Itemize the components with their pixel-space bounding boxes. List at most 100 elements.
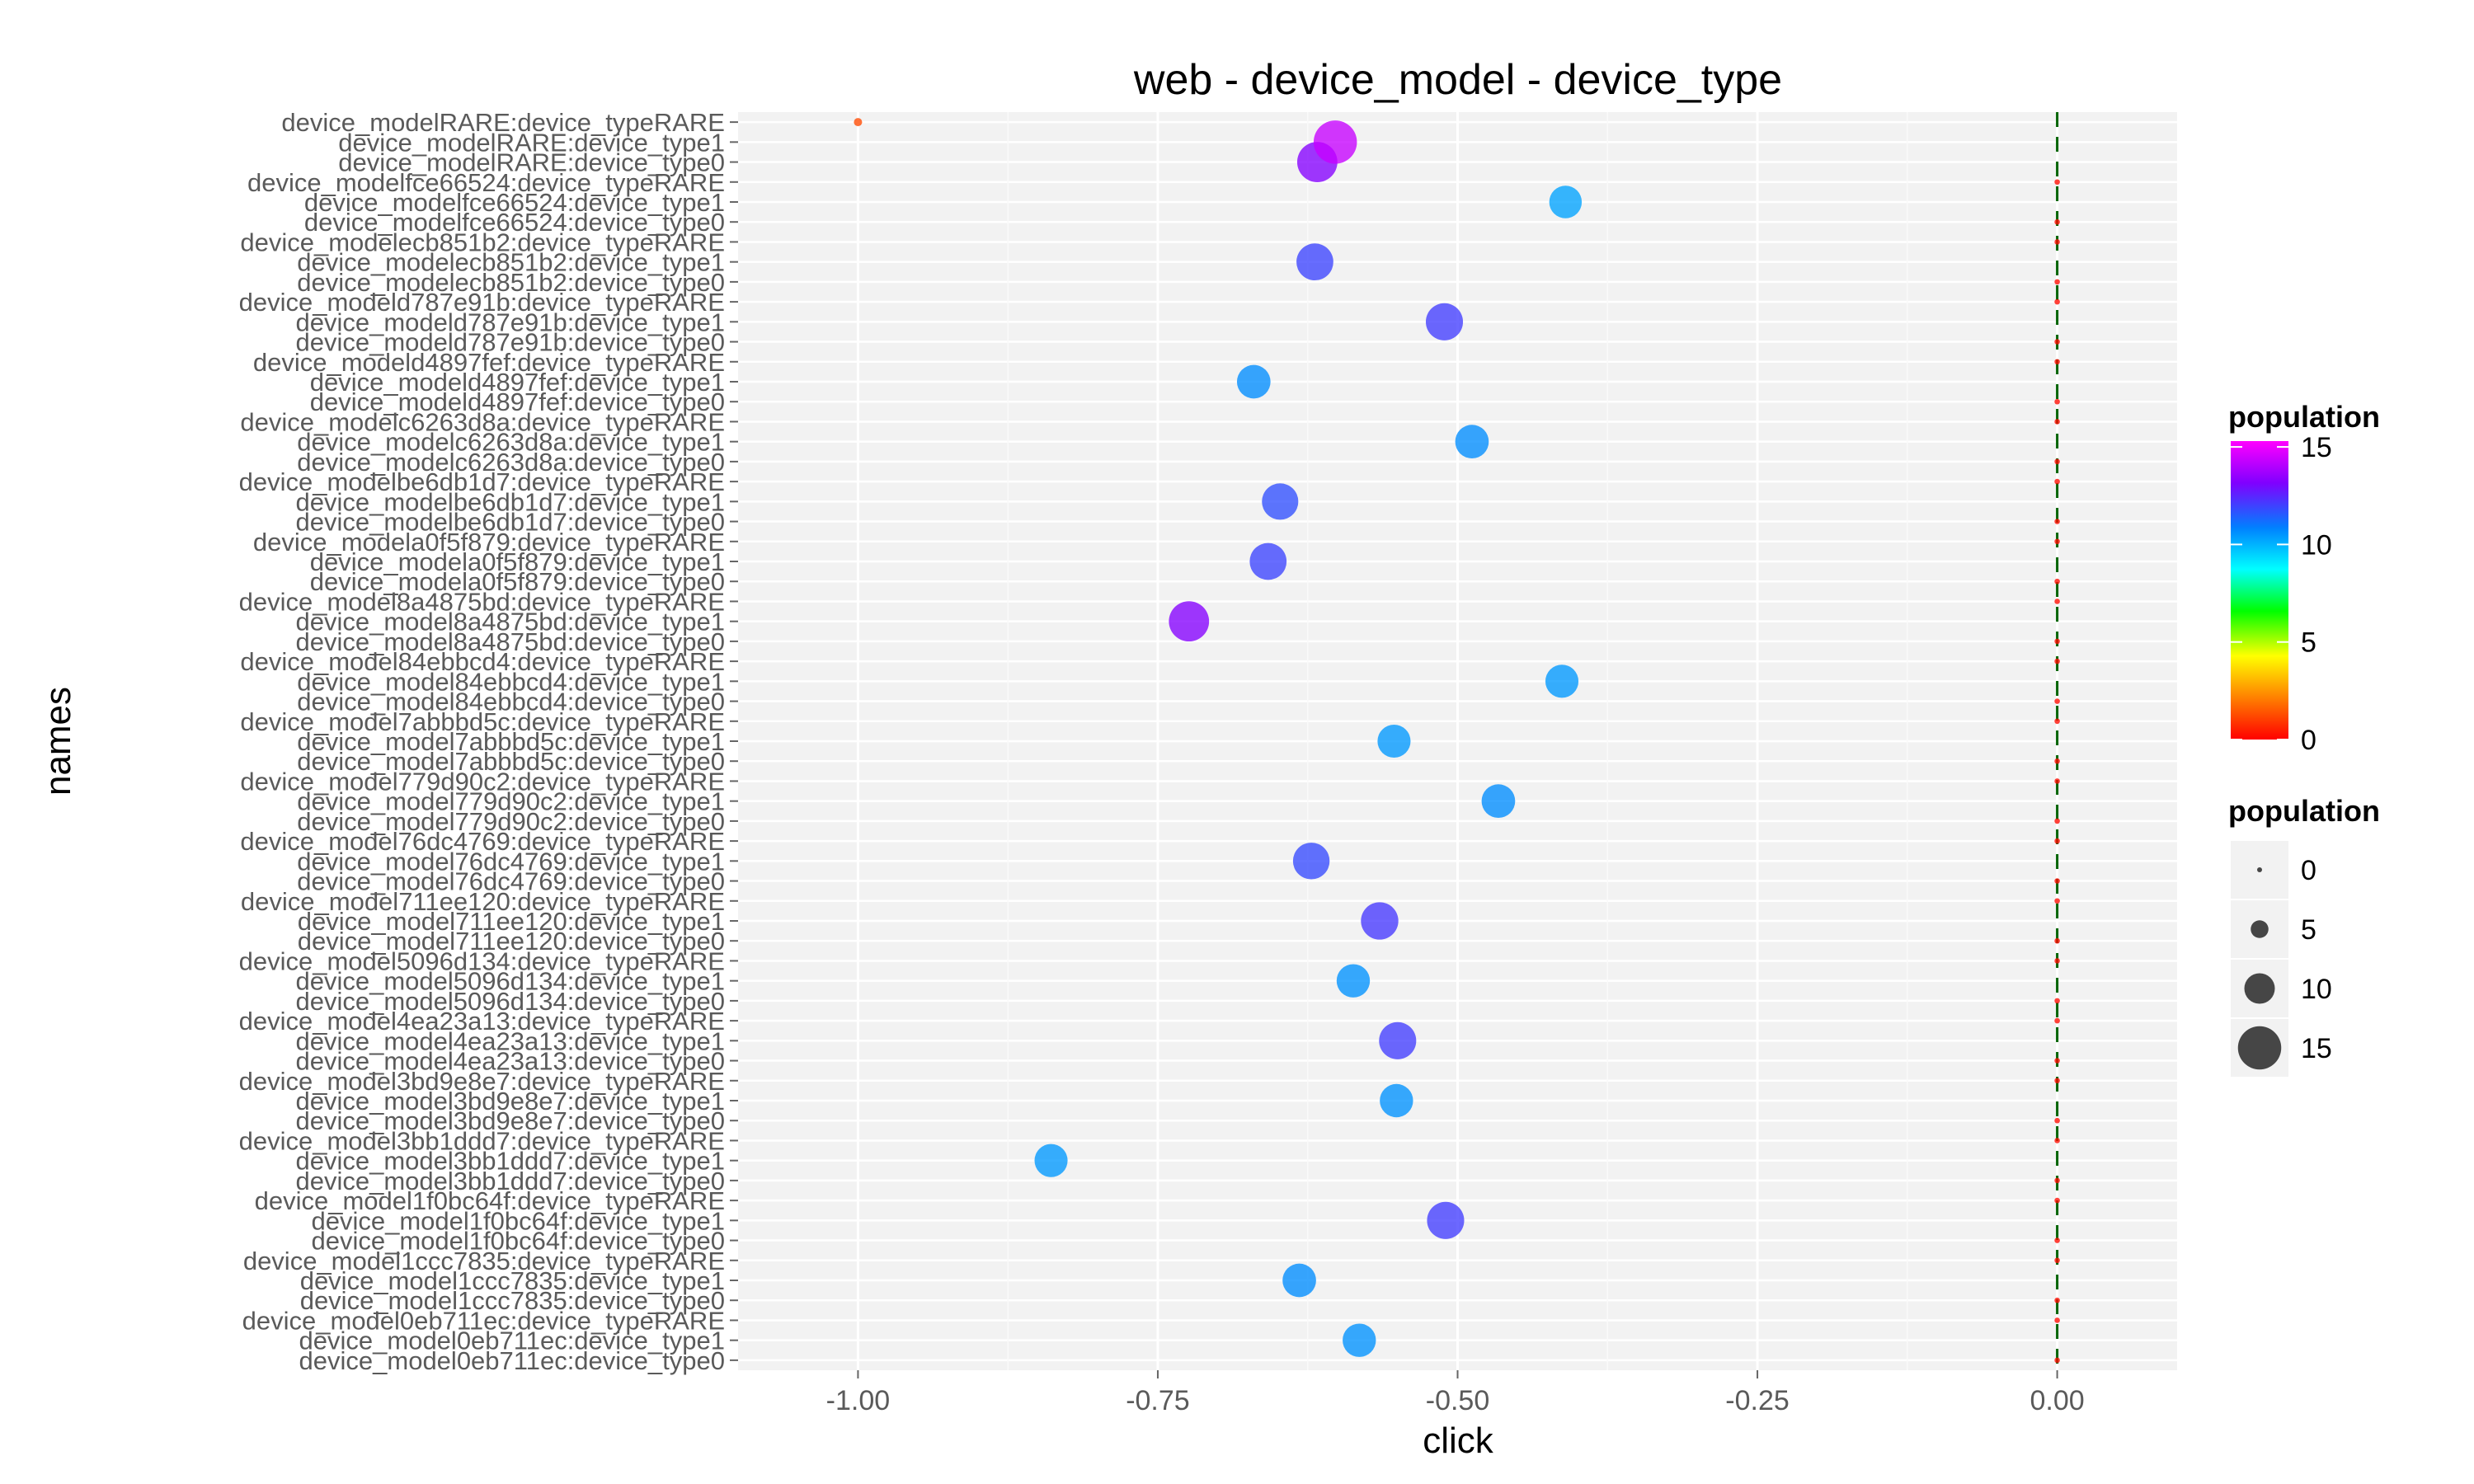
data-point [1336, 964, 1371, 998]
y-tick-label: device_model1f0bc64f:device_type0 [311, 1227, 725, 1256]
x-tick-label: -1.00 [826, 1385, 891, 1416]
x-tick-label: 0.00 [2030, 1385, 2084, 1416]
y-tick-label: device_model84ebbcd4:device_typeRARE [240, 647, 725, 676]
y-tick-label: device_modelecb851b2:device_typeRARE [240, 228, 725, 256]
data-point [2054, 818, 2060, 824]
size-legend: population 0 5 10 15 [2228, 794, 2380, 1077]
y-tick-label: device_modelecb851b2:device_type0 [297, 268, 725, 297]
data-point [2054, 718, 2060, 725]
y-tick-label: device_modelbe6db1d7:device_type1 [295, 487, 725, 516]
color-legend-label: 5 [2301, 627, 2316, 659]
data-point [2054, 239, 2060, 245]
x-tick-label: -0.25 [1725, 1385, 1790, 1416]
data-point [2054, 1017, 2060, 1024]
data-point [2054, 778, 2060, 784]
y-tick-label: device_model8a4875bd:device_type0 [295, 627, 725, 656]
color-legend-label: 0 [2301, 725, 2316, 756]
data-point [2054, 1058, 2060, 1064]
data-point [2054, 758, 2060, 764]
y-tick-label: device_model711ee120:device_type1 [298, 907, 725, 936]
size-legend-label: 15 [2301, 1033, 2332, 1064]
grid-layer [738, 112, 2177, 1370]
y-tick-label: device_modeld787e91b:device_type1 [295, 308, 725, 336]
y-tick-label: device_model8a4875bd:device_type1 [295, 608, 725, 636]
data-point [2054, 298, 2060, 305]
data-point [1377, 724, 1411, 758]
data-point [2054, 419, 2060, 425]
y-tick-label: device_modelRARE:device_type1 [338, 128, 725, 157]
data-point [2054, 538, 2060, 545]
size-legend-label: 0 [2301, 855, 2316, 886]
y-tick-label: device_modela0f5f879:device_type0 [310, 567, 725, 596]
y-tick-label: device_model3bb1ddd7:device_type0 [295, 1167, 725, 1195]
data-point [1427, 1201, 1465, 1239]
size-legend-label: 10 [2301, 974, 2332, 1005]
data-point [2054, 838, 2060, 844]
y-tick-label: device_modelc6263d8a:device_type0 [297, 448, 725, 477]
size-legend-title: population [2228, 794, 2380, 828]
y-tick-label: device_model7abbbd5c:device_type0 [297, 747, 725, 776]
data-point [2054, 1177, 2060, 1184]
data-point [2054, 1317, 2060, 1323]
y-tick-label: device_model0eb711ec:device_type1 [299, 1327, 725, 1355]
y-tick-label: device_model1ccc7835:device_typeRARE [243, 1247, 725, 1275]
data-point [2054, 519, 2060, 524]
y-tick-label: device_modelbe6db1d7:device_typeRARE [239, 467, 725, 496]
y-tick-label: device_model76dc4769:device_typeRARE [240, 827, 725, 856]
data-point [2054, 339, 2060, 345]
chart-title: web - device_model - device_type [1133, 56, 1782, 104]
data-point [2054, 638, 2060, 645]
data-point [2054, 878, 2060, 884]
data-point [2054, 937, 2060, 944]
data-point [2054, 1078, 2060, 1084]
color-legend-label: 15 [2301, 432, 2332, 463]
data-point [1343, 1323, 1376, 1357]
y-tick-label: device_model8a4875bd:device_typeRARE [239, 587, 725, 616]
size-legend-dot [2257, 867, 2262, 872]
y-tick-label: device_model4ea23a13:device_type0 [295, 1047, 725, 1076]
y-tick-label: device_model711ee120:device_typeRARE [241, 887, 725, 916]
size-legend-keys: 0 5 10 15 [2231, 841, 2332, 1077]
data-point [2054, 1237, 2060, 1243]
data-point [1361, 902, 1399, 940]
y-tick-label: device_model779d90c2:device_type1 [297, 787, 725, 816]
y-tick-label: device_modelc6263d8a:device_typeRARE [240, 407, 725, 436]
data-point [2054, 658, 2060, 665]
data-point [2054, 179, 2060, 186]
data-point [1034, 1144, 1068, 1177]
data-point [1481, 784, 1516, 819]
data-point [1236, 364, 1271, 399]
y-tick-label: device_model3bd9e8e7:device_type1 [295, 1087, 725, 1115]
color-legend-title: population [2228, 400, 2380, 434]
y-tick-label: device_model1ccc7835:device_type0 [300, 1286, 725, 1315]
color-legend-ticks: 0 5 10 15 [2231, 432, 2332, 756]
data-point [2054, 998, 2060, 1004]
y-axis-title: names [38, 687, 78, 796]
color-legend-label: 10 [2301, 529, 2332, 561]
y-tick-label: device_modeld787e91b:device_typeRARE [239, 288, 725, 317]
y-tick-label: device_modeld4897fef:device_typeRARE [253, 348, 725, 377]
x-tick-label: -0.75 [1126, 1385, 1190, 1416]
y-tick-label: device_model0eb711ec:device_type0 [299, 1346, 725, 1375]
y-tick-label: device_model4ea23a13:device_type1 [295, 1026, 725, 1055]
y-tick-label: device_modelRARE:device_type0 [338, 148, 725, 177]
data-point [1313, 120, 1357, 164]
y-tick-label: device_modelfce66524:device_type0 [304, 208, 725, 237]
y-tick-label: device_model1f0bc64f:device_typeRARE [255, 1186, 725, 1215]
data-point [2054, 898, 2060, 904]
x-tick-label: -0.50 [1426, 1385, 1490, 1416]
y-tick-label: device_model5096d134:device_type1 [295, 967, 725, 996]
data-point [2054, 578, 2060, 585]
color-legend: population 0 5 10 15 [2228, 400, 2380, 756]
y-tick-label: device_model76dc4769:device_type1 [297, 847, 725, 876]
data-point [1545, 665, 1579, 698]
data-point [2054, 1357, 2060, 1364]
data-point [1249, 542, 1287, 580]
data-point [1425, 303, 1464, 340]
y-tick-label: device_model3bd9e8e7:device_typeRARE [239, 1067, 725, 1096]
data-point [2054, 398, 2060, 405]
y-tick-label: device_modelfce66524:device_type1 [304, 188, 725, 217]
data-point [1169, 601, 1210, 642]
data-point [854, 118, 863, 127]
data-point [1379, 1021, 1417, 1059]
